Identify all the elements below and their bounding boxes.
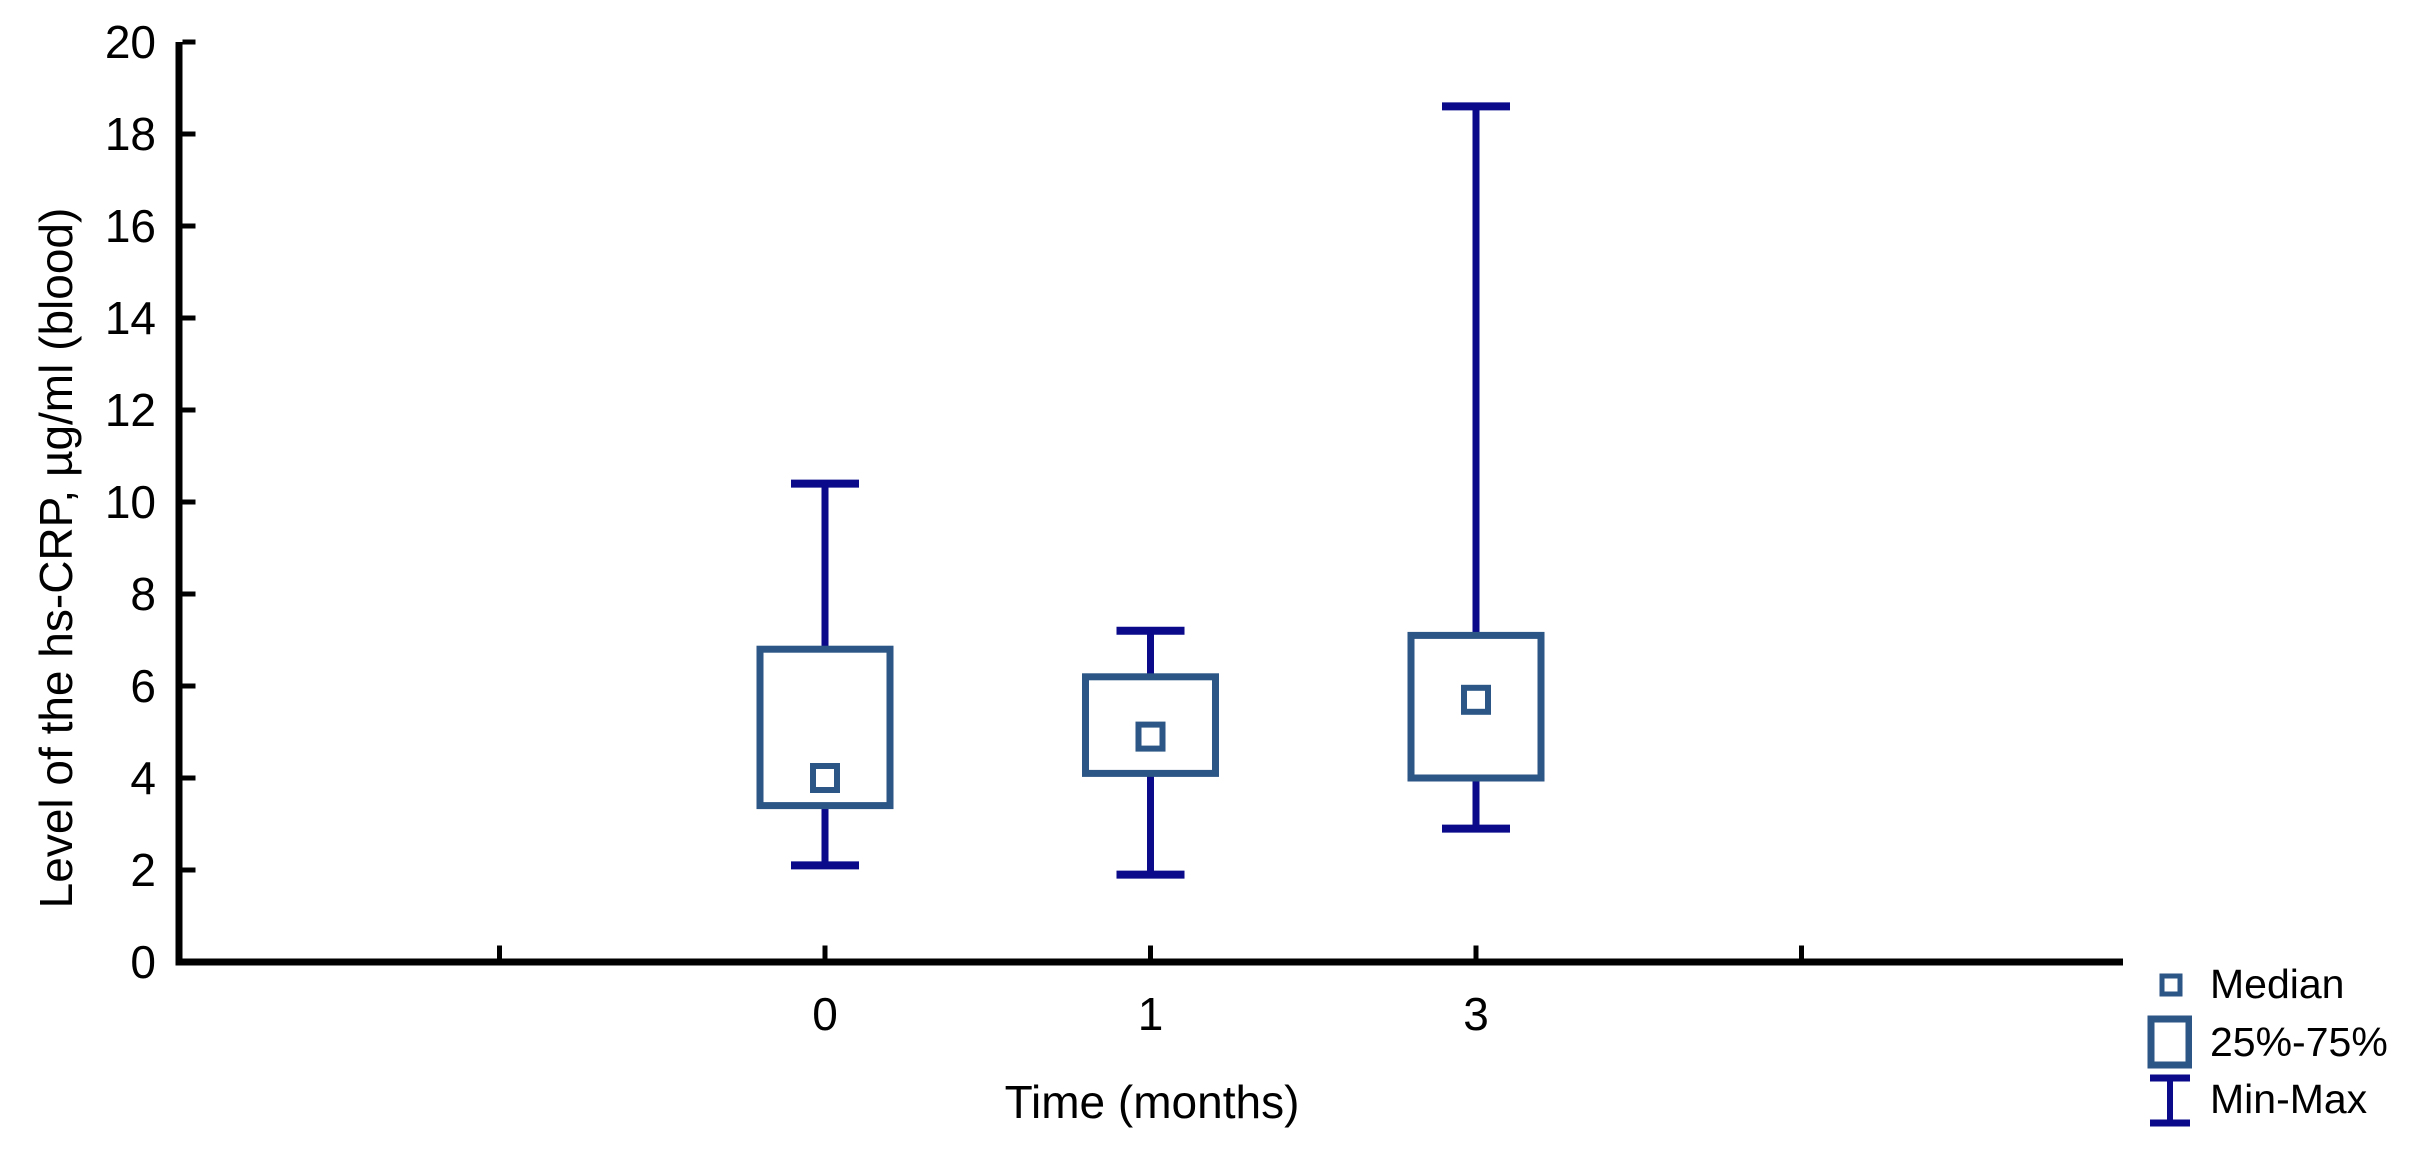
median-marker <box>1135 721 1166 752</box>
legend-icon <box>2146 1071 2192 1129</box>
iqr-box <box>1082 673 1219 777</box>
y-axis-tick-label: 20 <box>105 16 156 68</box>
legend: Median 25%-75% Min-Max <box>2146 956 2406 1129</box>
legend-item-25-75-: 25%-75% <box>2146 1014 2406 1072</box>
y-axis-tick-label: 16 <box>105 200 156 252</box>
y-axis-tick-label: 6 <box>130 660 156 712</box>
y-axis-tick-label: 8 <box>130 568 156 620</box>
legend-icon <box>2146 956 2192 1014</box>
legend-label: Min-Max <box>2210 1076 2368 1123</box>
x-axis-tick-label: 3 <box>1463 988 1489 1040</box>
y-axis-tick-label: 2 <box>130 844 156 896</box>
median-marker <box>810 763 840 793</box>
x-axis-title: Time (months) <box>1004 1076 1300 1128</box>
iqr-box-icon <box>2147 1015 2192 1069</box>
y-axis-tick-label: 12 <box>105 384 156 436</box>
legend-icon <box>2146 1014 2192 1072</box>
median-marker <box>1461 684 1491 715</box>
legend-label: Median <box>2210 961 2345 1008</box>
y-axis-tick-label: 0 <box>130 936 156 988</box>
legend-label: 25%-75% <box>2210 1018 2388 1065</box>
legend-item-median: Median <box>2146 956 2406 1014</box>
x-axis-tick-label: 1 <box>1138 988 1164 1040</box>
min-max-whisker-icon <box>2150 1074 2190 1127</box>
y-axis-tick-label: 10 <box>105 476 156 528</box>
median-square-icon <box>2159 973 2183 997</box>
x-axis-tick-label: 0 <box>812 988 838 1040</box>
legend-item-min-max: Min-Max <box>2146 1071 2406 1129</box>
y-axis-tick-label: 18 <box>105 108 156 160</box>
y-axis-tick-label: 4 <box>130 752 156 804</box>
y-axis-title: Level of the hs-CRP, µg/ml (blood) <box>30 207 82 909</box>
y-axis-tick-label: 14 <box>105 292 156 344</box>
